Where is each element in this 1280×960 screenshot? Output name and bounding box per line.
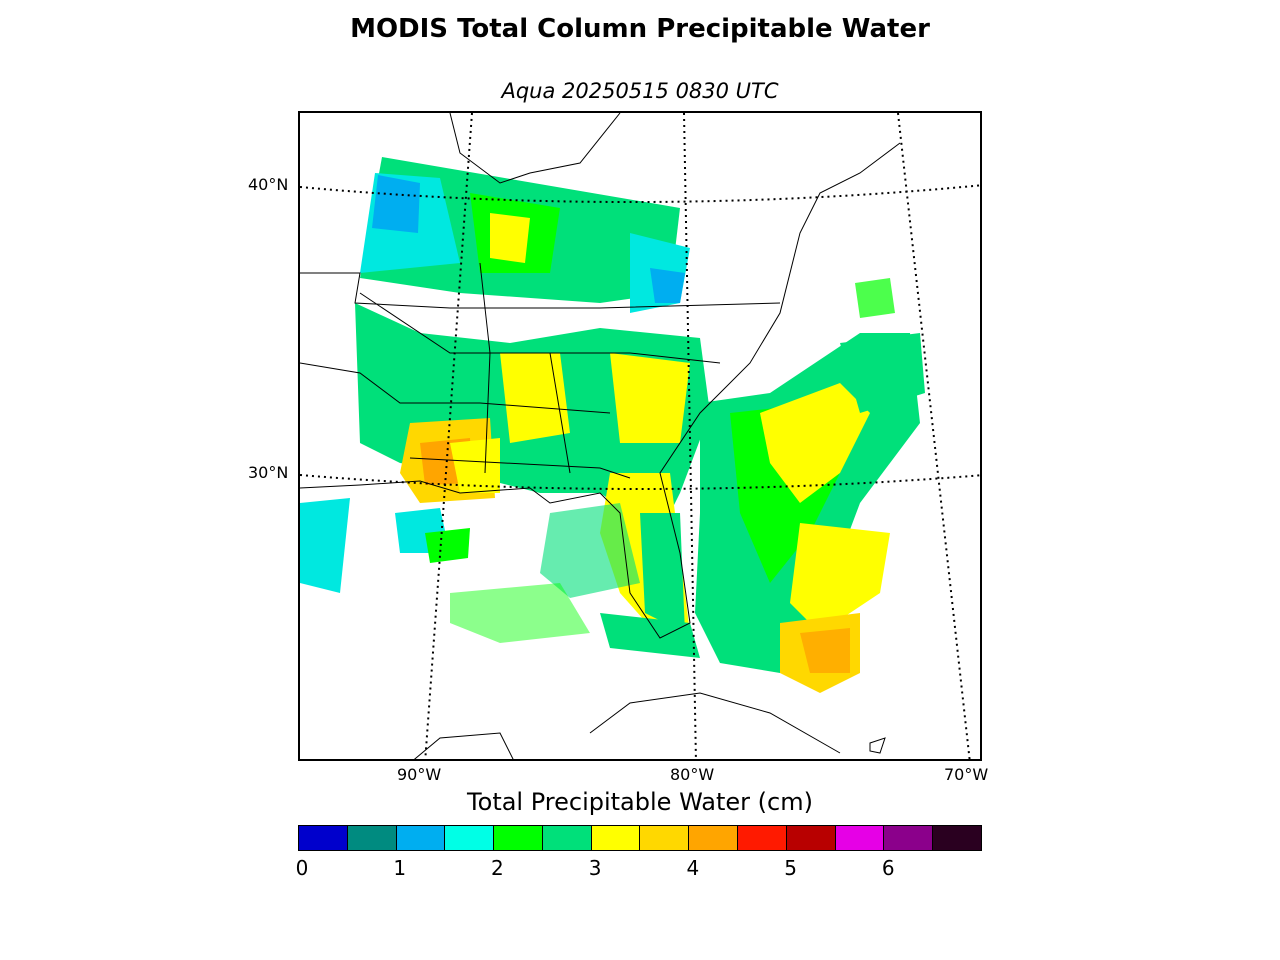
coastlines (300, 113, 901, 759)
map-panel (298, 111, 982, 761)
chart-title: MODIS Total Column Precipitable Water (350, 14, 930, 44)
data-swath (300, 157, 925, 693)
precipitable-water-map (300, 113, 980, 759)
colorbar-tick-label: 1 (393, 856, 407, 880)
colorbar-swatch (933, 826, 981, 850)
colorbar-tick-label: 3 (588, 856, 602, 880)
colorbar-swatch (494, 826, 543, 850)
chart-subtitle: Aqua 20250515 0830 UTC (501, 79, 779, 103)
colorbar-tick-label: 2 (491, 856, 504, 880)
colorbar-swatch (835, 826, 885, 850)
colorbar-swatch (786, 826, 836, 850)
colorbar-tick-label: 4 (686, 856, 700, 880)
lat-label-40n: 40°N (248, 175, 289, 194)
colorbar-tick-label: 6 (881, 856, 895, 880)
colorbar-swatch (299, 826, 348, 850)
lon-label-80w: 80°W (670, 765, 715, 784)
colorbar-tick-label: 5 (784, 856, 797, 880)
colorbar-swatch (542, 826, 592, 850)
lon-label-90w: 90°W (397, 765, 442, 784)
lon-label-70w: 70°W (944, 765, 989, 784)
colorbar-swatch (640, 826, 690, 850)
colorbar-swatch (884, 826, 934, 850)
colorbar-swatch (738, 826, 787, 850)
graticule-lines (300, 113, 980, 759)
lat-label-30n: 30°N (248, 463, 289, 482)
colorbar-label: Total Precipitable Water (cm) (467, 788, 813, 816)
colorbar (298, 825, 982, 851)
colorbar-swatch (689, 826, 739, 850)
colorbar-swatch (396, 826, 446, 850)
colorbar-swatch (347, 826, 397, 850)
colorbar-swatch (445, 826, 495, 850)
colorbar-tick-label: 0 (295, 856, 309, 880)
colorbar-swatch (591, 826, 641, 850)
